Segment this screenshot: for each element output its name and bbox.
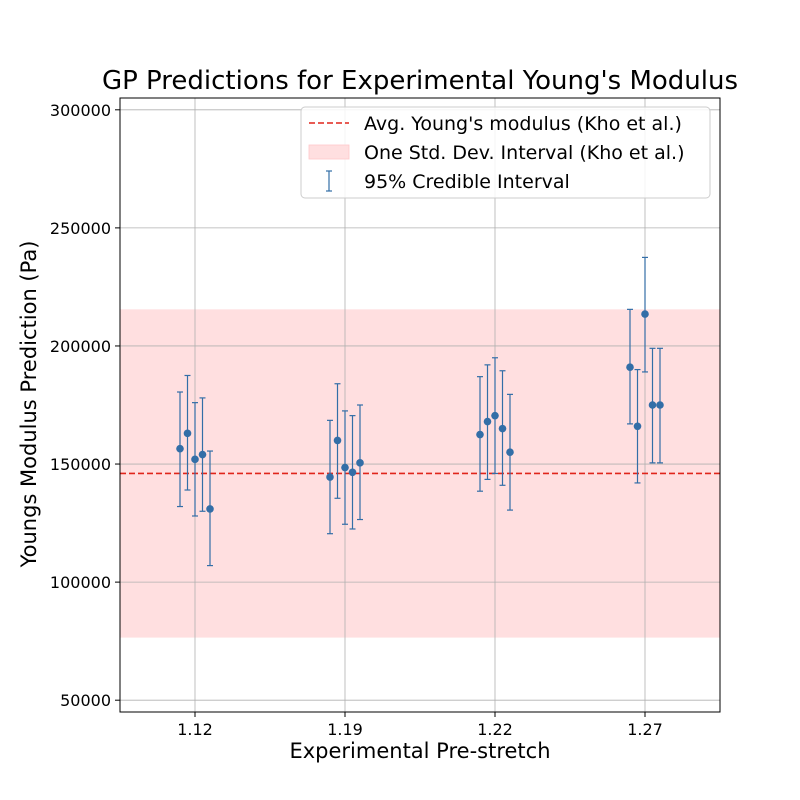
data-point (491, 411, 499, 420)
legend-std-band-label: One Std. Dev. Interval (Kho et al.) (364, 142, 684, 164)
data-point (656, 401, 664, 409)
data-point (641, 310, 649, 318)
data-point (626, 363, 634, 372)
data-point (356, 459, 364, 467)
y-axis-label: Youngs Modulus Prediction (Pa) (17, 241, 41, 569)
data-point (183, 429, 192, 438)
data-point (191, 455, 199, 464)
legend-std-band-icon (308, 144, 350, 160)
data-point (333, 436, 342, 445)
data-point (633, 422, 642, 431)
y-tick-label: 100000 (50, 573, 111, 592)
data-point (348, 468, 357, 477)
legend-frame (300, 106, 711, 199)
data-point (341, 463, 349, 472)
chart-title: GP Predictions for Experimental Young's … (102, 66, 738, 96)
axes-frame (119, 97, 721, 713)
data-point (648, 401, 657, 409)
plot-area: 50000 100000 150000 200000 250000 300000 1.12 1… (50, 97, 721, 739)
data-point (326, 473, 334, 481)
data-point (206, 505, 214, 513)
data-point (506, 448, 514, 457)
x-axis-label: Experimental Pre-stretch (289, 739, 550, 763)
data-point (198, 450, 207, 459)
y-tick-label: 150000 (50, 455, 111, 474)
data-point (498, 424, 507, 433)
legend-series-label: 95% Credible Interval (364, 171, 570, 193)
y-tick-label: 300000 (50, 101, 111, 120)
data-point (476, 430, 484, 439)
data-point (483, 417, 492, 426)
y-tick-label: 250000 (50, 219, 111, 238)
x-tick-label: 1.12 (177, 720, 213, 739)
y-tick-label: 200000 (50, 337, 111, 356)
x-tick-label: 1.27 (627, 720, 663, 739)
data-point (176, 444, 184, 453)
y-tick-label: 50000 (60, 691, 111, 710)
legend: Avg. Young's modulus (Kho et al.) One Std… (300, 106, 711, 199)
x-tick-label: 1.19 (327, 720, 363, 739)
legend-average-line-label: Avg. Young's modulus (Kho et al.) (364, 113, 682, 135)
x-tick-label: 1.22 (477, 720, 513, 739)
